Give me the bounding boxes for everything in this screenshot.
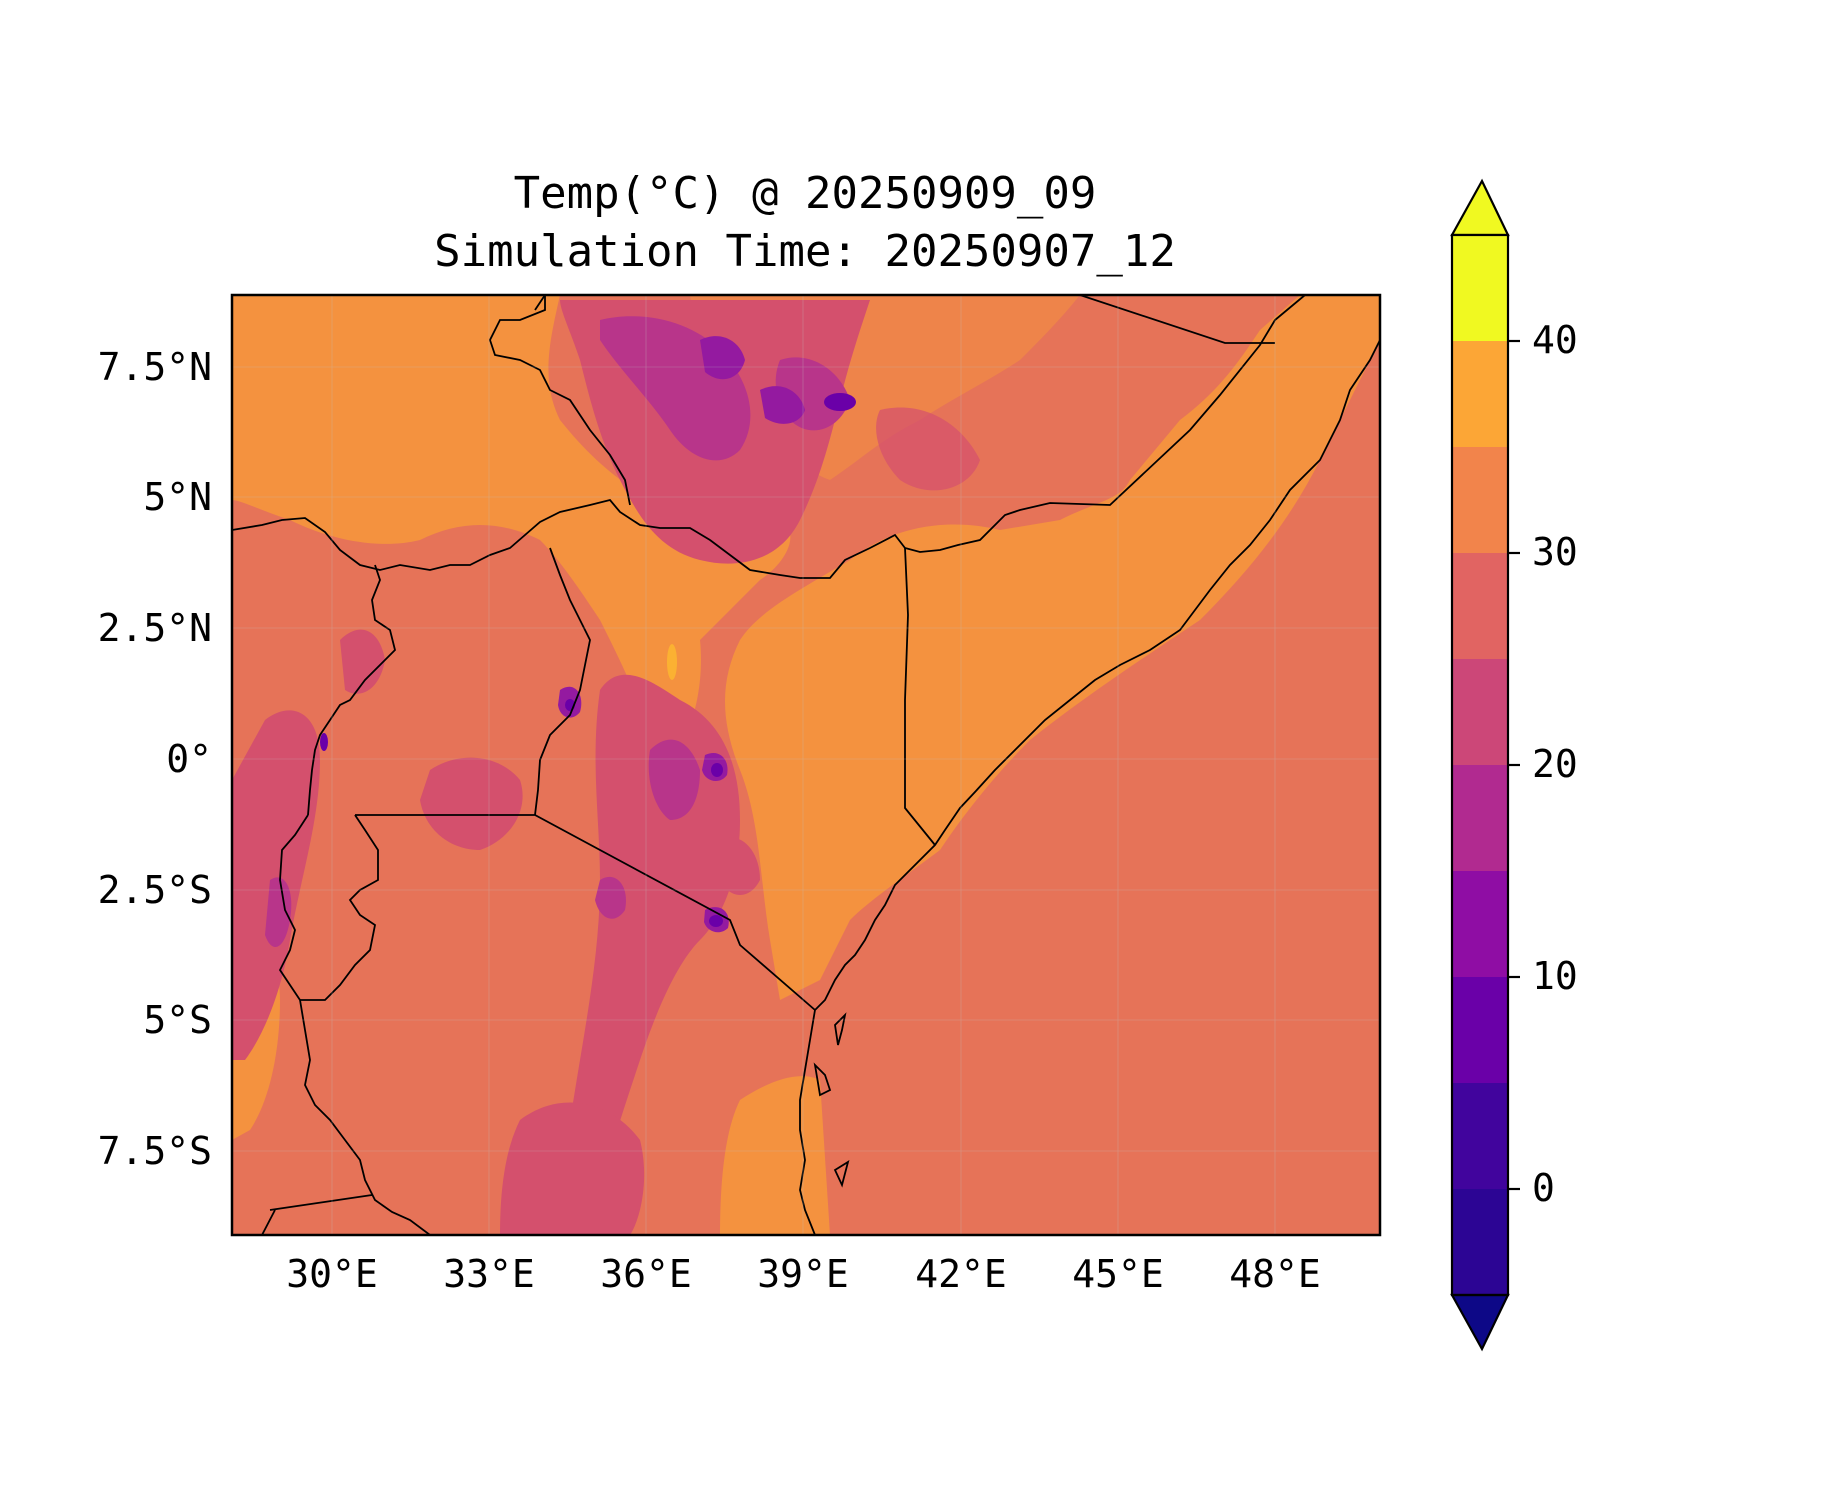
- pemba-island: [834, 1012, 847, 1046]
- x-tick-label: 30°E: [286, 1252, 378, 1296]
- band-15-20-spot: [595, 876, 626, 919]
- north-border-line: [232, 295, 1306, 579]
- uganda-drc-border: [307, 564, 396, 816]
- y-tick-label: 7.5°N: [97, 345, 212, 389]
- x-tick-label: 45°E: [1072, 1252, 1164, 1296]
- cb-level-5-10: [1452, 977, 1508, 1083]
- band-20-25-ethiopia-east: [876, 407, 980, 491]
- sudan-ethiopia-border: [489, 295, 631, 506]
- colorbar-tick-label: 30: [1532, 530, 1578, 574]
- zanzibar-island: [813, 1062, 832, 1097]
- band-5-10-rwenzori: [320, 733, 328, 751]
- map-title: Temp(°C) @ 20250909_09: [513, 168, 1097, 219]
- colorbar-extend-bottom: [1450, 1293, 1510, 1352]
- colorbar: [1450, 178, 1520, 1352]
- band-30-35-south: [720, 1076, 830, 1235]
- cb-level-10-15: [1452, 871, 1508, 977]
- colorbar-extend-top: [1450, 178, 1510, 237]
- cb-level-30-35: [1452, 447, 1508, 553]
- band-35-40-spot: [667, 644, 677, 680]
- colorbar-tick-label: 0: [1532, 1166, 1555, 1210]
- coastline: [799, 339, 1380, 1235]
- zambia-border-stub: [261, 1209, 276, 1235]
- x-tick-label: 42°E: [915, 1252, 1007, 1296]
- colorbar-tick-label: 40: [1532, 318, 1578, 362]
- colorbar-tick-label: 20: [1532, 742, 1578, 786]
- cb-level-0-5: [1452, 1083, 1508, 1189]
- uganda-kenya-border: [534, 547, 591, 816]
- band-10-15-ethiopia: [700, 336, 745, 380]
- country-borders: [232, 295, 1380, 1235]
- rwanda-burundi-border: [300, 814, 379, 1001]
- cb-level-35-40: [1452, 341, 1508, 447]
- band-30-35-east: [725, 295, 1380, 1000]
- great-lakes-border-west: [278, 814, 309, 1001]
- sudan-border-stub: [534, 295, 546, 311]
- y-tick-label: 5°S: [143, 998, 212, 1042]
- band-5-10-mt-kenya: [711, 763, 723, 777]
- cb-level-minus5-0: [1452, 1189, 1508, 1295]
- cb-level-15-20: [1452, 765, 1508, 871]
- y-tick-label: 2.5°N: [97, 606, 212, 650]
- colorbar-tick-label: 10: [1532, 954, 1578, 998]
- band-10-15-ethiopia-2: [760, 386, 805, 424]
- cb-level-40-45: [1452, 235, 1508, 341]
- band-5-10-ethiopia: [824, 393, 856, 411]
- kenya-somalia-border: [904, 547, 936, 846]
- band-15-20-kenya-highlands: [648, 739, 700, 820]
- y-tick-label: 0°: [166, 737, 212, 781]
- x-tick-label: 48°E: [1229, 1252, 1321, 1296]
- somaliland-border: [1079, 295, 1275, 344]
- temperature-field: [232, 295, 1380, 1235]
- x-tick-label: 39°E: [757, 1252, 849, 1296]
- band-20-25-south-highlands: [500, 1102, 645, 1235]
- band-20-25-rift: [560, 674, 740, 1235]
- y-tick-label: 5°N: [143, 475, 212, 519]
- map-subtitle: Simulation Time: 20250907_12: [434, 226, 1176, 277]
- y-tick-label: 7.5°S: [97, 1129, 212, 1173]
- band-20-25-rwenzori: [340, 629, 385, 694]
- mafia-island: [833, 1160, 850, 1188]
- gridlines: [232, 295, 1380, 1235]
- tanzania-north-border: [355, 814, 816, 1011]
- cb-level-25-30: [1452, 553, 1508, 659]
- map-frame: [230, 293, 1382, 1237]
- y-tick-label: 2.5°S: [97, 868, 212, 912]
- band-20-25-lake-victoria-west: [420, 757, 523, 850]
- band-5-10-kilimanjaro: [709, 915, 723, 927]
- x-tick-label: 36°E: [600, 1252, 692, 1296]
- band-20-25-kilimanjaro-area: [720, 837, 760, 895]
- zambia-border: [269, 1194, 373, 1211]
- band-15-20-tanganyika: [265, 877, 292, 947]
- x-tick-label: 33°E: [443, 1252, 535, 1296]
- cb-level-20-25: [1452, 659, 1508, 765]
- tanzania-west-border: [299, 999, 431, 1235]
- band-30-35-north-fringe: [232, 295, 1080, 480]
